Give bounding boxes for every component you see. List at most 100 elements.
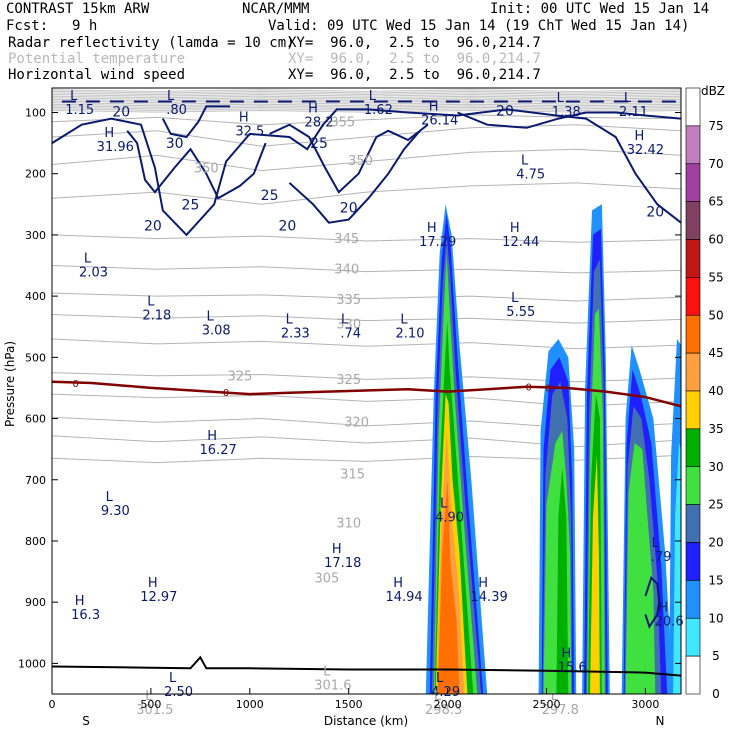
extremum-value: 3.08 <box>202 324 231 339</box>
theta-contour <box>52 234 681 243</box>
extremum-value: 301.6 <box>314 679 351 694</box>
extremum-value: 2.11 <box>619 105 648 120</box>
field-theta-xy: XY= 96.0, 2.5 to 96.0,214.7 <box>288 51 541 67</box>
extremum-value: 1.15 <box>65 103 94 118</box>
colorbar-swatch <box>685 277 701 316</box>
theta-contour <box>52 416 681 429</box>
extremum-value: 5.55 <box>506 305 535 320</box>
colorbar-level-label: 60 <box>708 233 723 247</box>
extremum-value: 1.38 <box>552 105 581 120</box>
extremum-value: 32.5 <box>235 125 264 140</box>
extremum-type: L <box>167 89 175 104</box>
wind-contour-label: 25 <box>261 188 279 204</box>
colorbar-level-label: 55 <box>708 270 723 284</box>
direction-north: N <box>656 714 665 728</box>
extremum-value: 20.6 <box>655 614 684 629</box>
extremum-type: L <box>147 294 155 309</box>
reflectivity-band <box>625 443 656 694</box>
extremum-value: 17.18 <box>324 556 361 571</box>
extremum-value: 31.96 <box>97 140 134 155</box>
wind-speed-contour <box>126 130 267 200</box>
colorbar-level-label: 50 <box>708 308 723 322</box>
extremum-type: H <box>658 600 668 615</box>
extremum-type: H <box>104 126 114 141</box>
extremum-type: L <box>70 89 78 104</box>
extremum-type: H <box>478 576 488 591</box>
field-theta-name: Potential temperature <box>8 51 186 67</box>
y-tick-label: 800 <box>25 535 46 548</box>
extremum-type: L <box>624 91 632 106</box>
colorbar-unit: dBZ <box>701 84 725 98</box>
wind-contour-label: 30 <box>166 136 184 152</box>
freezing-level-label: 0 <box>223 388 229 399</box>
colorbar-level-label: 30 <box>708 460 723 474</box>
fcst-value: 9 h <box>72 18 98 34</box>
theta-contour-upper <box>52 90 681 94</box>
colorbar-level-label: 20 <box>708 536 723 550</box>
extremum-value: 301.5 <box>136 703 173 718</box>
direction-south: S <box>82 714 90 728</box>
colorbar-swatch <box>685 617 701 657</box>
x-tick-label: 3000 <box>631 698 659 711</box>
theta-contour-upper <box>52 92 681 96</box>
colorbar-level-label: 70 <box>708 157 723 171</box>
extremum-value: 15.6 <box>558 660 587 675</box>
theta-contour-upper <box>52 105 681 108</box>
extremum-type: L <box>369 89 377 104</box>
y-axis-label: Pressure (hPa) <box>3 341 17 427</box>
extremum-value: 12.97 <box>140 590 177 605</box>
init-time: Init: 00 UTC Wed 15 Jan 14 <box>490 1 710 17</box>
reflectivity-band <box>673 443 681 694</box>
extremum-value: 2.10 <box>396 327 425 342</box>
wind-contour-label: 20 <box>496 104 514 120</box>
colorbar-level-label: 45 <box>708 346 723 360</box>
colorbar-swatch <box>685 125 701 165</box>
freezing-level-label: 0 <box>526 383 532 394</box>
extremum-type: L <box>323 665 331 680</box>
extremum-type: L <box>207 310 215 325</box>
extremum-type: L <box>434 689 442 704</box>
extremum-value: 4.90 <box>435 510 464 525</box>
extremum-type: L <box>169 671 177 686</box>
colorbar-swatch <box>685 428 701 468</box>
theta-contour-label: 305 <box>315 572 340 587</box>
colorbar-swatch <box>685 580 701 619</box>
y-tick-label: 900 <box>25 596 46 609</box>
extremum-type: L <box>557 91 565 106</box>
extremum-type: L <box>436 671 444 686</box>
x-tick-label: 500 <box>140 698 161 711</box>
theta-contour-label: 345 <box>334 232 359 247</box>
extremum-value: 2.50 <box>164 685 193 700</box>
reflectivity-band <box>590 455 600 694</box>
freezing-level-label: 0 <box>73 379 79 390</box>
extremum-type: L <box>511 291 519 306</box>
y-tick-label: 300 <box>25 229 46 242</box>
colorbar-level-label: 35 <box>708 422 723 436</box>
theta-contour-label: 340 <box>334 263 359 278</box>
center-name: NCAR/MMM <box>242 1 310 17</box>
theta-contour <box>52 372 681 383</box>
theta-contour-label: 355 <box>330 116 355 131</box>
colorbar-swatch <box>685 352 701 392</box>
theta-contour-label: 315 <box>340 468 365 483</box>
colorbar-swatch <box>685 390 701 430</box>
extremum-value: 17.29 <box>419 235 456 250</box>
colorbar-swatch <box>685 466 701 505</box>
theta-contour <box>52 314 681 324</box>
theta-contour-label: 320 <box>344 416 369 431</box>
theta-contour <box>52 124 681 147</box>
colorbar-level-label: 15 <box>708 573 723 587</box>
theta-contour-label: 350 <box>348 154 373 169</box>
theta-contour-upper <box>52 108 681 112</box>
wind-contour-label: 20 <box>340 200 358 216</box>
colorbar-level-label: 25 <box>708 498 723 512</box>
valid-time: Valid: 09 UTC Wed 15 Jan 14 (19 ChT Wed … <box>268 18 690 34</box>
freezing-level-line <box>52 380 681 408</box>
wind-contour-label: 20 <box>278 219 296 235</box>
y-tick-label: 500 <box>25 351 46 364</box>
x-tick-label: 1500 <box>335 698 363 711</box>
reflectivity-band <box>437 479 460 694</box>
field-reflectivity-xy: XY= 96.0, 2.5 to 96.0,214.7 <box>288 35 541 51</box>
